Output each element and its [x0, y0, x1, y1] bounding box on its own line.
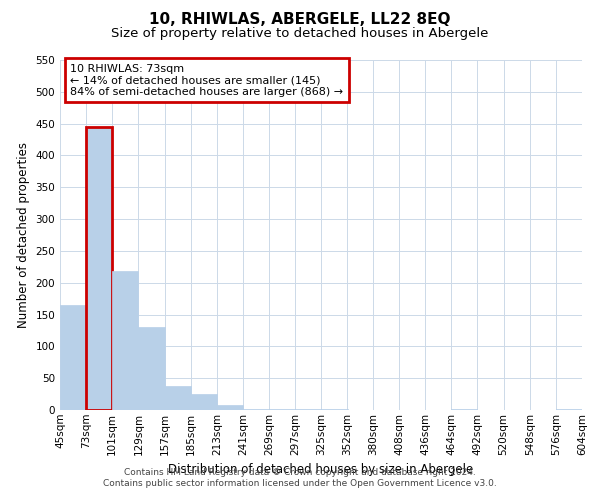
- Y-axis label: Number of detached properties: Number of detached properties: [17, 142, 30, 328]
- Bar: [269, 408, 295, 410]
- Bar: [164, 386, 191, 410]
- Bar: [86, 127, 112, 410]
- Text: 10, RHIWLAS, ABERGELE, LL22 8EQ: 10, RHIWLAS, ABERGELE, LL22 8EQ: [149, 12, 451, 28]
- Text: 10 RHIWLAS: 73sqm
← 14% of detached houses are smaller (145)
84% of semi-detache: 10 RHIWLAS: 73sqm ← 14% of detached hous…: [70, 64, 344, 96]
- X-axis label: Distribution of detached houses by size in Abergele: Distribution of detached houses by size …: [169, 463, 473, 476]
- Bar: [139, 328, 164, 410]
- Bar: [191, 394, 217, 410]
- Bar: [556, 408, 582, 410]
- Bar: [112, 272, 139, 410]
- Text: Contains HM Land Registry data © Crown copyright and database right 2024.
Contai: Contains HM Land Registry data © Crown c…: [103, 468, 497, 487]
- Bar: [295, 408, 322, 410]
- Text: Size of property relative to detached houses in Abergele: Size of property relative to detached ho…: [112, 28, 488, 40]
- Bar: [217, 405, 243, 410]
- Bar: [60, 305, 86, 410]
- Bar: [243, 408, 269, 410]
